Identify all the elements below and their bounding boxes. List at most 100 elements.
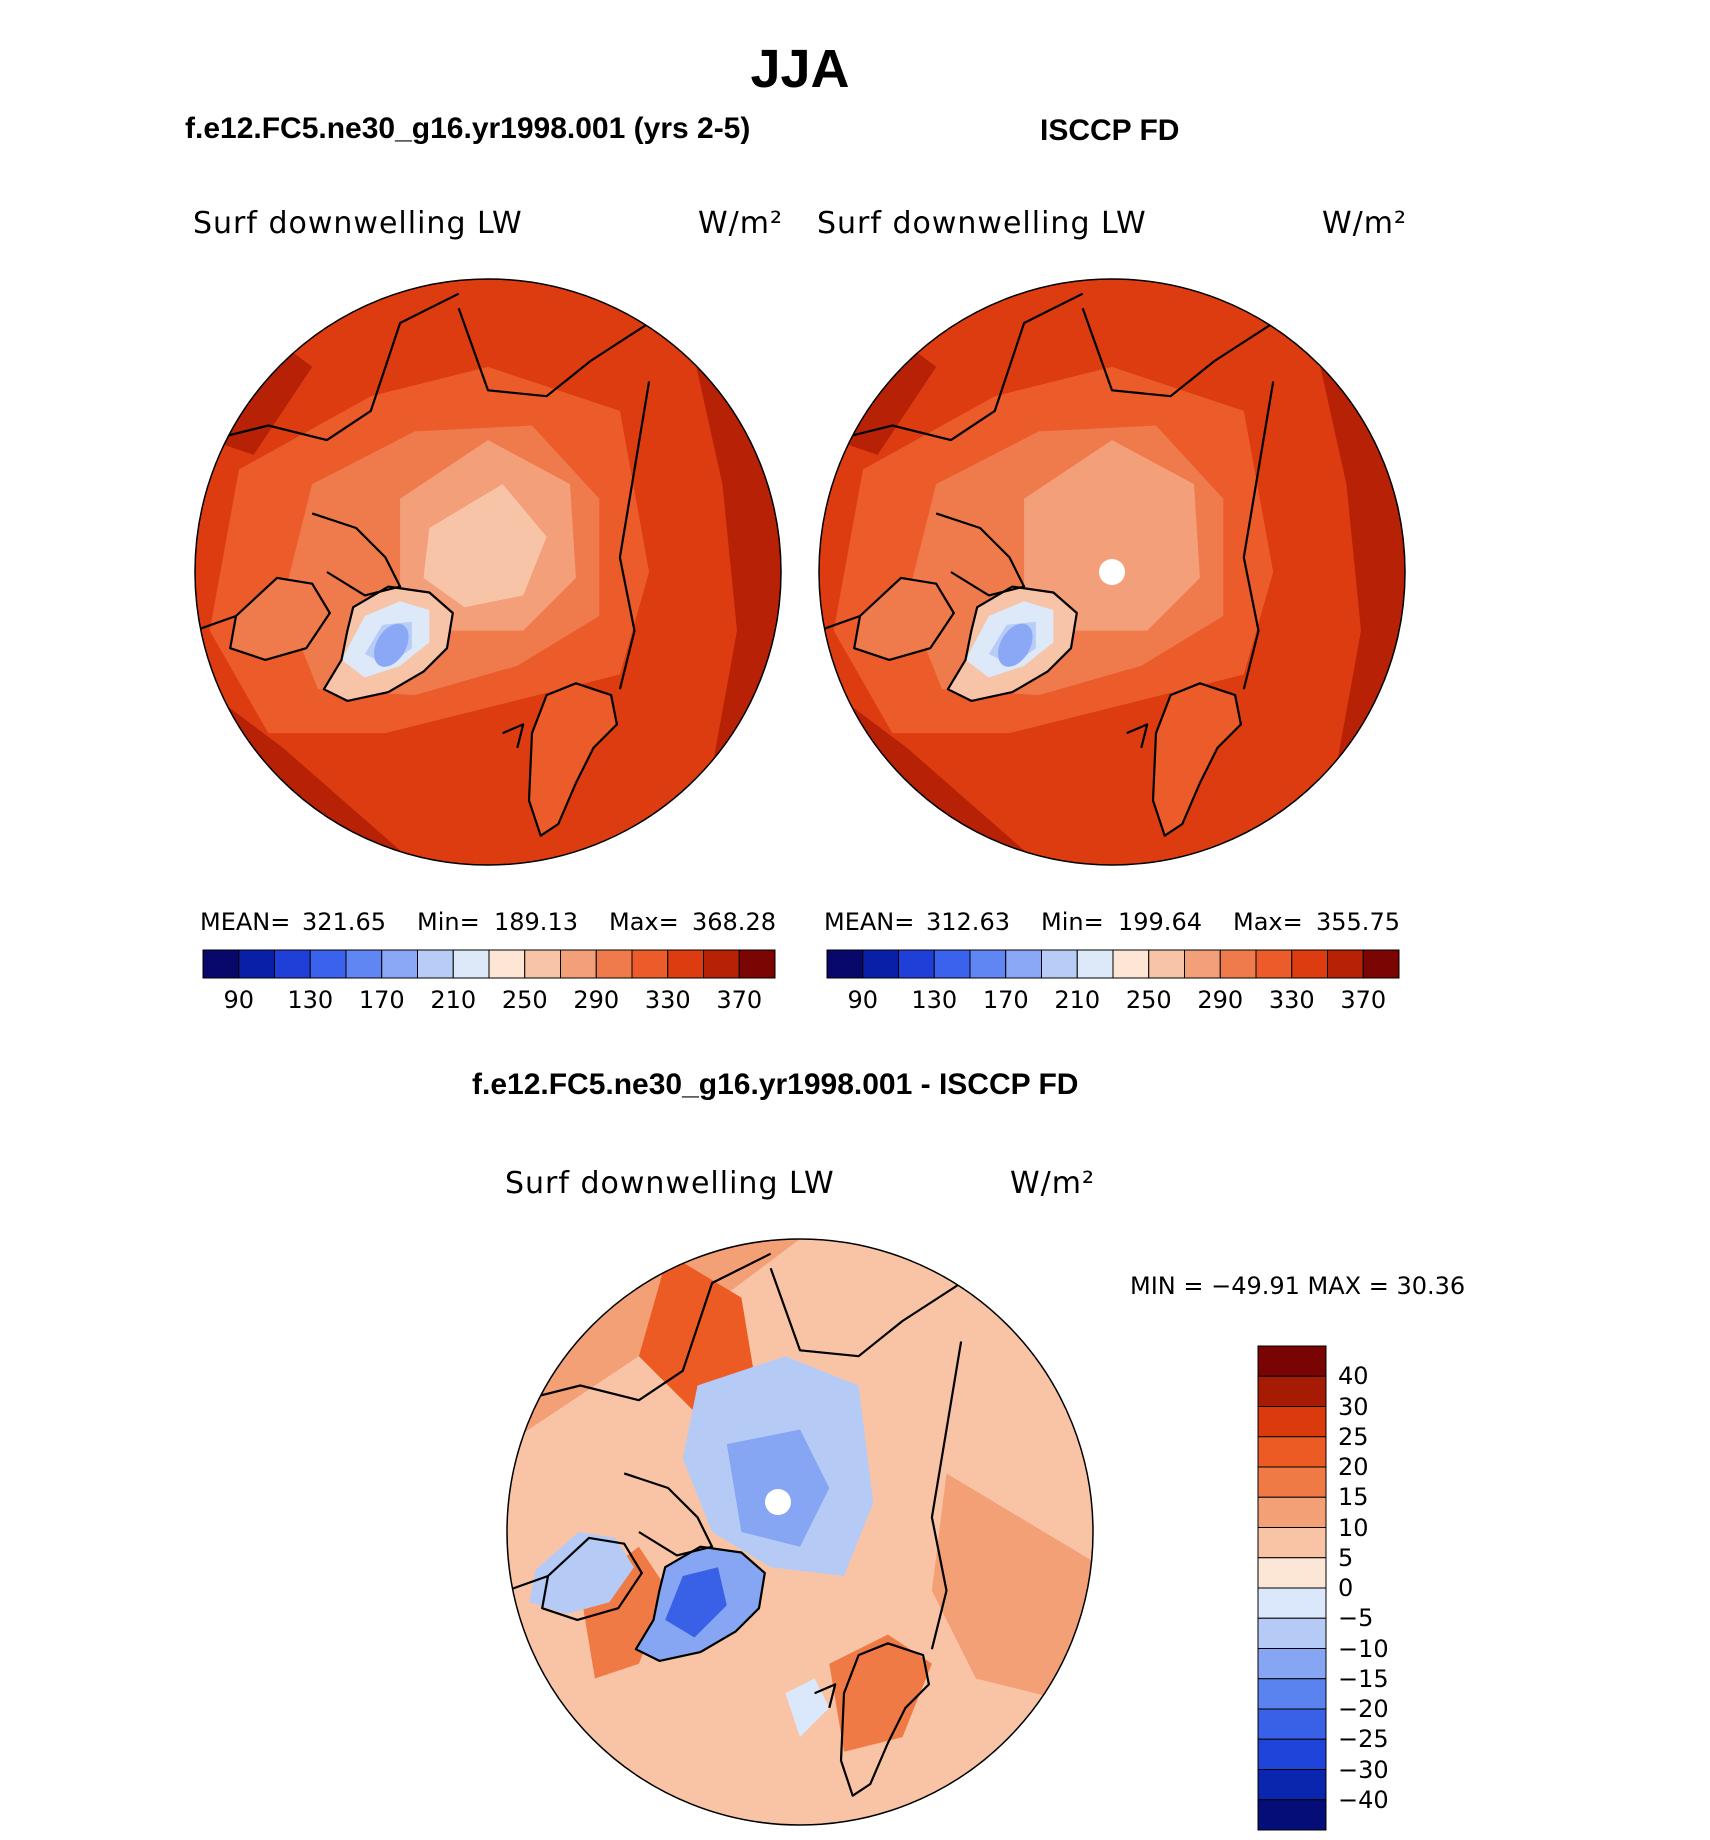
- panel-2-colorbar-bin: [1362, 949, 1400, 979]
- panel-2-colorbar-bin: [898, 949, 935, 979]
- m3-map-boundary: [506, 1238, 1094, 1826]
- panel-3-colorbar-tick-label: −20: [1338, 1695, 1389, 1723]
- field-arctic-270: [1047, 484, 1171, 608]
- panel-3-colorbar-bin: [1257, 1738, 1327, 1770]
- coastline: [229, 576, 331, 661]
- panel-2-colorbar-bin: [969, 949, 1007, 979]
- panel-3-colorbar-tick-label: 5: [1338, 1543, 1354, 1572]
- m1-field: [195, 279, 781, 865]
- panel-1-colorbar-bin: [595, 949, 633, 979]
- coastline: [946, 585, 1078, 702]
- field-neg-arctic-core: [726, 1429, 830, 1547]
- coastline: [1242, 381, 1275, 690]
- panel-1-colorbar-bin: [309, 949, 347, 979]
- panel-3-colorbar-tick-label: 40: [1338, 1362, 1369, 1391]
- panel-2-colorbar-bin: [1184, 949, 1221, 979]
- panel-1-colorbar-bin: [238, 949, 275, 979]
- m1-map-boundary: [194, 278, 782, 866]
- field-warm-east: [1317, 352, 1405, 792]
- panel-2-colorbar-bin: [1041, 949, 1078, 979]
- field-neg-greenland-core: [665, 1567, 727, 1638]
- panel-2-colorbar-tick-label: 290: [1197, 986, 1244, 1014]
- panel-3-colorbar-tick-label: −5: [1338, 1604, 1374, 1633]
- field-pos-alaska: [638, 1253, 756, 1415]
- panel-1-colorbar-tick-label: 210: [430, 986, 477, 1014]
- field-scandinavia: [529, 683, 617, 836]
- panel-1-mean-label: MEAN=: [200, 908, 291, 936]
- coastline: [833, 292, 1084, 442]
- panel-1-colorbar-bin: [524, 949, 561, 979]
- panel-2-mean: 312.63: [926, 908, 1010, 936]
- panel-3-colorbar-bin: [1257, 1587, 1327, 1619]
- coastline: [527, 682, 618, 837]
- panel-3-colorbar-bin: [1257, 1799, 1327, 1831]
- panel-3-colorbar-bin: [1257, 1345, 1327, 1377]
- coastline: [507, 1574, 549, 1592]
- pole-missing: [765, 1489, 791, 1515]
- panel-1-colorbar-tick-label: 290: [573, 986, 620, 1014]
- panel-1-colorbar-bin: [452, 949, 490, 979]
- panel-3-variable: Surf downwelling LW: [505, 1166, 835, 1201]
- coastline: [819, 614, 861, 632]
- coastline: [1126, 723, 1149, 749]
- panel-2-colorbar-tick-label: 210: [1054, 986, 1101, 1014]
- panel-1-colorbar-tick-label: 90: [223, 986, 255, 1014]
- panel-3-colorbar-bin: [1257, 1466, 1327, 1498]
- panel-3-colorbar-bin: [1257, 1375, 1327, 1407]
- panel-1-colorbar-bin: [738, 949, 776, 979]
- panel-1-colorbar-bin: [488, 949, 526, 979]
- panel-3-colorbar-bin: [1257, 1557, 1327, 1589]
- coastline: [618, 381, 651, 690]
- coastline: [209, 292, 460, 442]
- panel-2-colorbar-tick-label: 130: [911, 986, 958, 1014]
- panel-2-colorbar-bin: [1148, 949, 1185, 979]
- coastline: [457, 307, 650, 398]
- panel-2-colorbar-bin: [1327, 949, 1364, 979]
- panel-3-colorbar-bin: [1257, 1708, 1327, 1740]
- panel-1-colorbar-tick-label: 330: [644, 986, 691, 1014]
- panel-1-colorbar-tick-label: 250: [501, 986, 548, 1014]
- panel-1-colorbar-bin: [703, 949, 740, 979]
- panel-1-title: f.e12.FC5.ne30_g16.yr1998.001 (yrs 2-5): [185, 112, 751, 145]
- panel-2-min: 199.64: [1118, 908, 1202, 936]
- panel-3-colorbar-tick-label: −30: [1338, 1755, 1389, 1784]
- coastline: [853, 576, 955, 661]
- panel-1-colorbar-bin: [202, 949, 240, 979]
- panel-3-colorbar-bin: [1257, 1406, 1327, 1438]
- panel-1-colorbar-bin: [274, 949, 311, 979]
- panel-2-colorbar-tick-label: 370: [1340, 986, 1387, 1014]
- panel-1-colorbar-bin: [417, 949, 454, 979]
- panel-2-units: W/m²: [1322, 206, 1408, 241]
- panel-2-colorbar-bin: [933, 949, 971, 979]
- coastline: [623, 1472, 714, 1557]
- panel-3-colorbar-tick-label: 20: [1338, 1453, 1369, 1481]
- panel-2-mean-label: MEAN=: [824, 908, 915, 936]
- pole-missing: [1099, 559, 1125, 585]
- panel-2-colorbar-bin: [1076, 949, 1114, 979]
- field-pos-east: [931, 1473, 1093, 1708]
- panel-1-max-label: Max=: [609, 908, 679, 936]
- panel-3-colorbar-bin: [1257, 1527, 1327, 1559]
- panel-2-colorbar-tick-label: 90: [847, 986, 879, 1014]
- coastline: [541, 1536, 643, 1621]
- coastline: [1151, 682, 1242, 837]
- panel-3-colorbar-tick-label: 30: [1338, 1392, 1369, 1421]
- panel-3-minmax: MIN = −49.91 MAX = 30.36: [1130, 1272, 1466, 1300]
- panel-1-colorbar-bin: [631, 949, 669, 979]
- panel-2-max-label: Max=: [1233, 908, 1303, 936]
- panel-2-colorbar-tick-label: 170: [982, 986, 1029, 1014]
- m2-field: [819, 279, 1405, 865]
- panel-3-colorbar-tick-label: −15: [1338, 1664, 1389, 1693]
- coastline: [311, 512, 402, 597]
- coastline: [814, 1683, 837, 1709]
- field-warm-east: [693, 352, 781, 792]
- panel-2-colorbar-bin: [1005, 949, 1042, 979]
- coastline: [195, 614, 237, 632]
- panel-3-colorbar-bin: [1257, 1496, 1327, 1528]
- panel-3-colorbar-bin: [1257, 1617, 1327, 1649]
- panel-1-colorbar-bin: [345, 949, 383, 979]
- coastline: [502, 723, 525, 749]
- panel-3-colorbar-bin: [1257, 1648, 1327, 1680]
- panel-2-variable: Surf downwelling LW: [817, 206, 1147, 241]
